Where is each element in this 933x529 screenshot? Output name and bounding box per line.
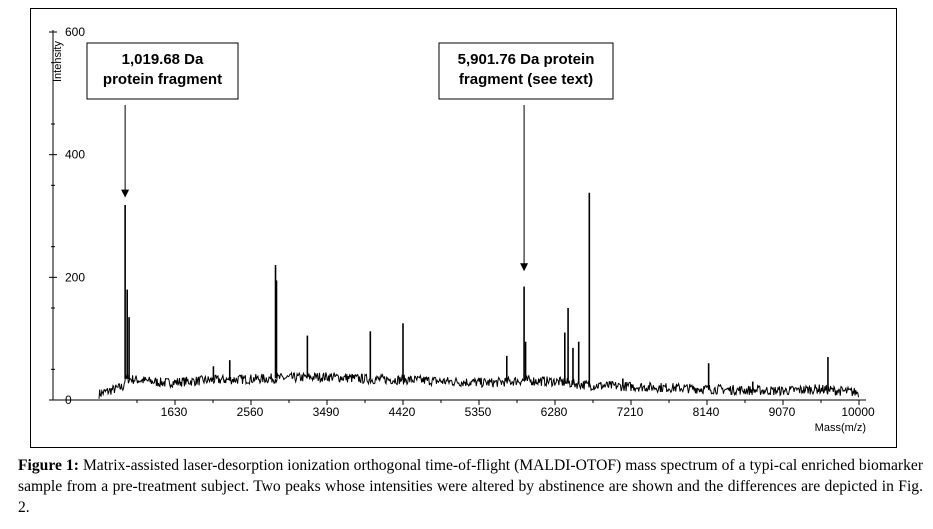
y-axis-label: Intensity xyxy=(52,41,64,82)
x-tick-label: 3490 xyxy=(313,405,340,419)
figure-caption: Figure 1: Matrix-assisted laser-desorpti… xyxy=(18,455,923,518)
x-tick-label: 5350 xyxy=(465,405,492,419)
y-tick-label: 0 xyxy=(65,393,72,407)
annotation-text: protein fragment xyxy=(103,71,222,88)
annotation-box xyxy=(86,42,239,100)
caption-label: Figure 1: xyxy=(18,457,79,474)
x-tick-label: 8140 xyxy=(693,405,720,419)
x-tick-label: 6280 xyxy=(541,405,568,419)
annotation-arrow-head xyxy=(520,263,529,272)
y-tick-label: 400 xyxy=(65,148,85,162)
x-axis-label: Mass(m/z) xyxy=(815,422,866,434)
annotation-text: 5,901.76 Da protein xyxy=(458,51,595,68)
annotation-box xyxy=(438,42,614,100)
chart-frame: 0 200 400 600 Intensity 1630 2560 3490 4420 5350 6… xyxy=(30,8,897,448)
y-tick-label: 600 xyxy=(65,25,85,39)
x-tick-label: 1630 xyxy=(161,405,188,419)
x-tick-label: 10000 xyxy=(841,405,875,419)
spectrum-baseline xyxy=(98,371,859,399)
caption-text: Matrix-assisted laser-desorption ionizat… xyxy=(18,457,924,516)
y-tick-label: 200 xyxy=(65,270,85,284)
x-tick-label: 9070 xyxy=(769,405,796,419)
annotation-text: fragment (see text) xyxy=(459,71,593,88)
x-tick-label: 4420 xyxy=(389,405,416,419)
annotation-arrow-head xyxy=(121,189,130,198)
x-tick-label: 7210 xyxy=(617,405,644,419)
x-tick-label: 2560 xyxy=(237,405,264,419)
annotation-text: 1,019.68 Da xyxy=(122,51,204,68)
